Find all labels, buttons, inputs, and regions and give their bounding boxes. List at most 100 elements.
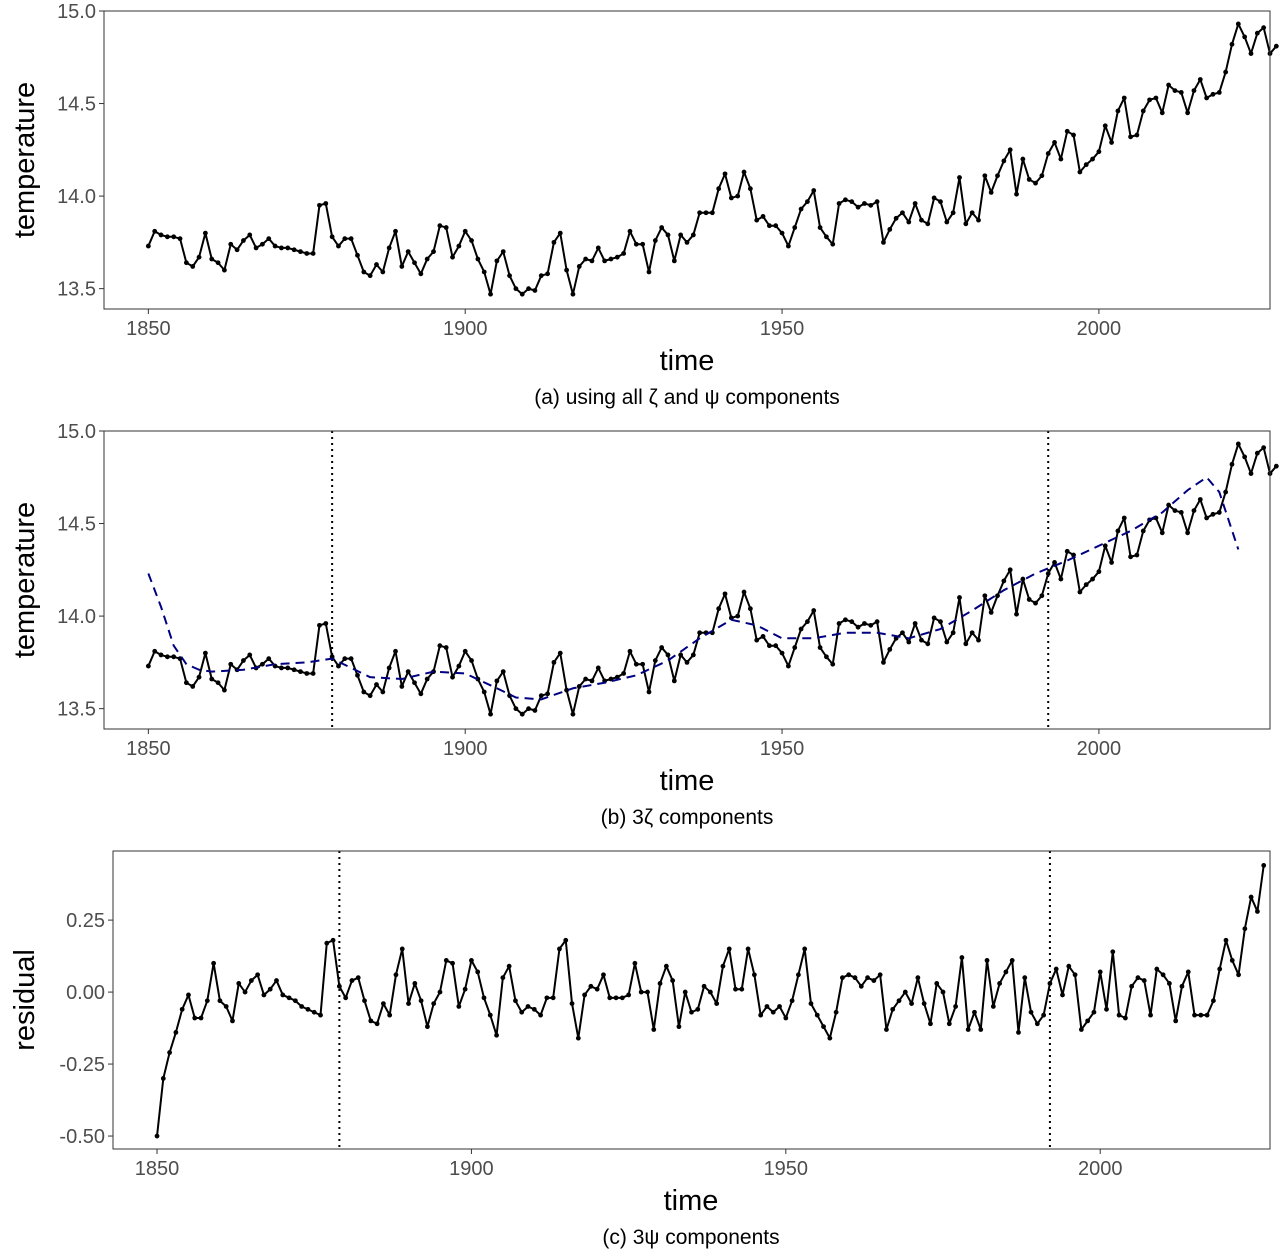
panel-b-point	[976, 637, 981, 643]
panel-c-point	[1255, 909, 1260, 914]
panel-a-point	[798, 206, 804, 212]
panel-a-point	[640, 241, 646, 247]
panel-c-point	[726, 946, 732, 952]
panel-c-point	[840, 975, 845, 981]
panel-c-point	[959, 955, 965, 960]
panel-a-point	[462, 228, 468, 234]
panel-a-point	[456, 243, 462, 249]
panel-c-point	[1028, 1009, 1034, 1015]
panel-c-point	[613, 995, 619, 1001]
panel-c-point	[827, 1035, 833, 1041]
panel-a-point	[893, 215, 899, 221]
panel-b-point	[298, 669, 303, 675]
panel-b-point	[1121, 515, 1127, 521]
panel-a-point	[824, 234, 829, 240]
panel-a-point	[222, 267, 227, 273]
panel-b-point	[614, 674, 620, 680]
panel-b-point	[361, 689, 367, 695]
panel-b-point	[456, 663, 462, 669]
panel-c-point	[739, 986, 745, 992]
panel-b-point	[1064, 548, 1070, 554]
panel-a-point	[532, 288, 538, 293]
panel-c-point	[311, 1009, 317, 1015]
panel-a-point	[766, 223, 772, 229]
panel-b-point	[931, 615, 937, 621]
panel-a-point	[545, 271, 550, 277]
panel-c-point	[217, 998, 223, 1004]
panel-c-point	[1236, 972, 1241, 978]
panel-b-point	[754, 637, 760, 643]
panel-c-point	[852, 975, 858, 981]
panel-b-point	[830, 661, 836, 667]
panel-b-point	[145, 663, 151, 669]
panel-b-point	[1102, 543, 1108, 549]
panel-c-point	[569, 1001, 575, 1006]
panel-b-point	[1140, 528, 1146, 534]
panel-a-point	[1261, 25, 1267, 31]
panel-c-point	[1116, 1012, 1122, 1018]
panel-a-point	[260, 241, 265, 247]
panel-b-point	[805, 619, 810, 625]
panel-a-point	[469, 238, 474, 243]
panel-b-point	[735, 613, 741, 619]
panel-b: 1850 1900 1950 2000 13.5 14.0 14.5 15.0 time te…	[9, 421, 1279, 829]
panel-a-point	[266, 236, 272, 242]
panel-c-point	[1041, 1012, 1047, 1018]
panel-c-point	[1141, 978, 1147, 983]
panel-b-series-observed-line	[147, 442, 1278, 716]
panel-c-point	[657, 981, 663, 986]
panel-a-point	[1128, 134, 1133, 140]
panel-c-point	[538, 1012, 543, 1018]
panel-c-point	[280, 992, 286, 998]
panel-c-point	[764, 1004, 770, 1009]
panel-b-point	[874, 619, 880, 625]
panel-b-point	[1077, 589, 1083, 595]
panel-b-frame	[103, 430, 1271, 730]
panel-b-point	[152, 648, 158, 654]
panel-a-point	[589, 258, 595, 264]
panel-a-point	[177, 236, 183, 242]
panel-c-point	[846, 972, 852, 978]
panel-a-point	[1273, 43, 1279, 49]
panel-b-series-trend-line	[147, 476, 1240, 701]
panel-a-xtick-label: 1900	[443, 318, 488, 340]
panel-b-point	[1273, 463, 1279, 469]
panel-a-point	[1052, 140, 1057, 145]
panel-c-point	[909, 1001, 914, 1006]
panel-b-point	[355, 672, 360, 678]
panel-b-point	[336, 663, 341, 669]
panel-c-point	[437, 989, 443, 995]
panel-b-point	[215, 680, 221, 686]
panel-b-point	[450, 674, 455, 680]
panel-c-point	[462, 986, 468, 992]
panel-c-point	[972, 1009, 977, 1015]
panel-c-point	[286, 995, 292, 1001]
panel-c-point	[871, 978, 877, 983]
panel-a-point	[538, 273, 544, 279]
panel-a-point	[152, 228, 158, 234]
panel-b-point	[1134, 552, 1140, 558]
panel-b-point	[545, 691, 550, 697]
panel-b-point	[722, 591, 728, 597]
panel-b-point	[279, 665, 284, 671]
panel-a-point	[1115, 108, 1121, 114]
panel-c-point	[1148, 1012, 1153, 1018]
panel-a-point	[1096, 149, 1102, 155]
panel-c-point	[990, 1004, 996, 1009]
panel-c-point	[902, 989, 908, 995]
panel-b-point	[906, 639, 912, 645]
panel-b-point	[399, 684, 405, 689]
panel-a-point	[202, 230, 208, 236]
panel-b-point	[437, 643, 443, 649]
panel-c-point	[450, 960, 455, 966]
panel-a-point	[323, 201, 329, 206]
panel-c-point	[714, 1001, 720, 1006]
panel-a-point	[754, 217, 760, 223]
panel-b-point	[862, 621, 867, 626]
panel-a-point	[336, 243, 341, 249]
panel-a-point	[317, 202, 322, 208]
panel-a-point	[1191, 88, 1197, 93]
panel-b-point	[678, 652, 684, 658]
panel-b-point	[1216, 510, 1222, 515]
panel-c-point	[550, 995, 556, 1001]
